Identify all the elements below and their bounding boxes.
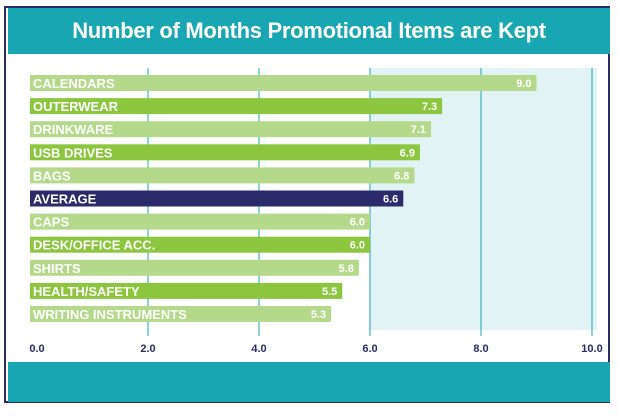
- bar-category-label: USB DRIVES: [33, 145, 113, 160]
- bar-value-label: 6.0: [350, 217, 365, 229]
- x-tick-label: 4.0: [251, 343, 266, 355]
- bar-category-label: WRITING INSTRUMENTS: [33, 307, 187, 322]
- bar: [30, 98, 443, 115]
- chart-footer-bar: [8, 362, 610, 402]
- bar-category-label: BAGS: [33, 168, 71, 183]
- x-tick-label: 8.0: [473, 343, 488, 355]
- chart-title: Number of Months Promotional Items are K…: [8, 8, 610, 54]
- bar-value-label: 9.0: [516, 78, 531, 90]
- bar-value-label: 5.8: [339, 263, 354, 275]
- bar-category-label: DRINKWARE: [33, 122, 113, 137]
- bar-value-label: 7.3: [422, 101, 437, 113]
- bar: [30, 190, 404, 207]
- bar: [30, 121, 432, 138]
- bar-value-label: 6.0: [350, 240, 365, 252]
- bar-category-label: CALENDARS: [33, 76, 115, 91]
- bar: [30, 75, 537, 91]
- x-tick-label: 2.0: [140, 343, 155, 355]
- bar-category-label: CAPS: [33, 215, 69, 230]
- bar-category-label: OUTERWEAR: [33, 99, 119, 114]
- bar-value-label: 7.1: [411, 124, 426, 136]
- x-tick-label: 0.0: [29, 343, 44, 355]
- bars: CALENDARS 9.0 OUTERWEAR 7.3 DRINKWARE 7.1 USB …: [30, 75, 537, 322]
- bar-value-label: 5.3: [311, 309, 326, 321]
- bar: [30, 306, 332, 322]
- bar-category-label: AVERAGE: [33, 192, 97, 207]
- bar: [30, 236, 370, 253]
- bar: [30, 282, 343, 299]
- x-axis-ticks: 0.0 2.0 4.0 6.0 8.0 10.0: [29, 343, 602, 355]
- bar: [30, 144, 420, 161]
- bar: [30, 259, 359, 276]
- bar-value-label: 5.5: [322, 286, 337, 298]
- bar-value-label: 6.9: [400, 147, 415, 159]
- bar-category-label: DESK/OFFICE ACC.: [33, 238, 155, 253]
- bar-category-label: HEALTH/SAFETY: [33, 284, 140, 299]
- bar-category-label: SHIRTS: [33, 261, 81, 276]
- bar: [30, 167, 415, 184]
- x-tick-label: 10.0: [581, 343, 602, 355]
- bar-value-label: 6.6: [383, 194, 398, 206]
- bar: [30, 213, 370, 230]
- x-tick-label: 6.0: [362, 343, 377, 355]
- bar-value-label: 6.8: [394, 170, 409, 182]
